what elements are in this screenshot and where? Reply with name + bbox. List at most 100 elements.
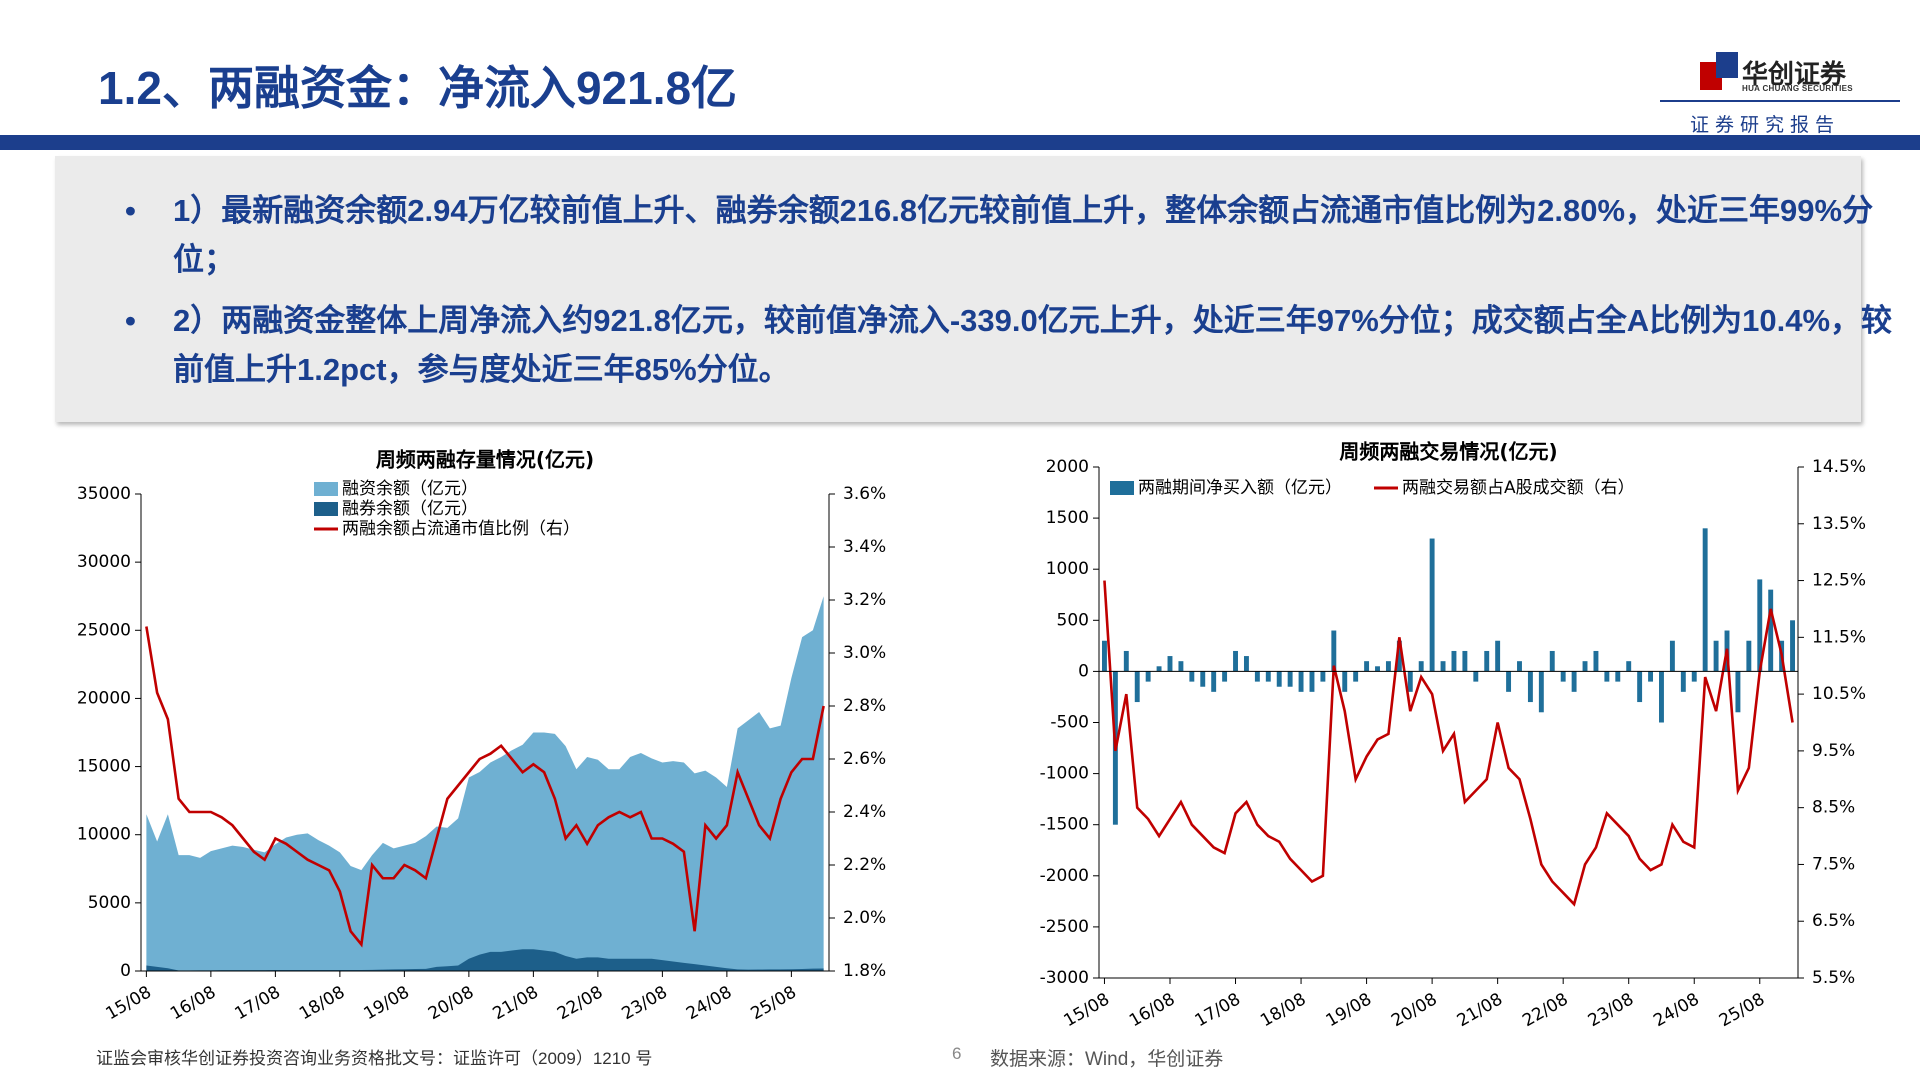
bar: [1680, 671, 1686, 692]
chart-title: 周频两融存量情况(亿元): [376, 448, 594, 472]
bar: [1713, 640, 1719, 672]
x-tick-label: 16/08: [167, 982, 219, 1024]
bar: [1123, 650, 1129, 672]
header-band: [0, 135, 1920, 150]
legend-label: 融券余额（亿元）: [342, 499, 478, 519]
x-tick-label: 19/08: [1323, 989, 1375, 1031]
y2-tick-label: 14.5%: [1812, 457, 1866, 477]
x-tick-label: 20/08: [1388, 989, 1440, 1031]
x-tick-label: 23/08: [1585, 989, 1637, 1031]
bar: [1331, 630, 1337, 672]
legend-label: 两融余额占流通市值比例（右）: [342, 519, 580, 539]
legend-label: 两融期间净买入额（亿元）: [1138, 478, 1342, 498]
bar: [1626, 661, 1632, 672]
x-tick-label: 15/08: [102, 982, 154, 1024]
bar: [1549, 650, 1555, 672]
bar: [1637, 671, 1643, 703]
y-tick-label: 25000: [77, 620, 131, 640]
x-tick-label: 19/08: [360, 982, 412, 1024]
bar: [1287, 671, 1293, 687]
bar: [1691, 671, 1697, 682]
legend-swatch: [1110, 481, 1134, 495]
bar: [1200, 671, 1206, 687]
y2-tick-label: 3.4%: [843, 537, 886, 557]
x-tick-label: 16/08: [1126, 989, 1178, 1031]
bar: [1353, 671, 1359, 682]
logo-name: 华创证券: [1742, 59, 1847, 89]
y-tick-label: -500: [1050, 713, 1089, 733]
y2-tick-label: 9.5%: [1812, 741, 1855, 761]
y-tick-label: 500: [1057, 610, 1089, 630]
legend-label: 两融交易额占A股成交额（右）: [1402, 478, 1635, 498]
bar: [1757, 579, 1763, 672]
bar: [1527, 671, 1533, 703]
bar: [1102, 640, 1107, 672]
chart-title: 周频两融交易情况(亿元): [1339, 440, 1557, 464]
bar: [1593, 650, 1599, 672]
line: [145, 626, 825, 948]
bar: [1669, 640, 1675, 672]
y-tick-label: 2000: [1046, 457, 1089, 477]
legend-label: 融资余额（亿元）: [342, 479, 478, 499]
y-tick-label: 1500: [1046, 508, 1089, 528]
x-tick-label: 15/08: [1061, 989, 1113, 1031]
bar: [1735, 671, 1741, 713]
y-tick-label: -1500: [1040, 815, 1089, 835]
bar: [1298, 671, 1304, 692]
bar: [1517, 661, 1522, 672]
y2-tick-label: 2.8%: [843, 696, 886, 716]
bar: [1648, 671, 1654, 682]
y2-tick-label: 3.0%: [843, 643, 886, 663]
x-tick-label: 21/08: [489, 982, 541, 1024]
y-tick-label: 5000: [88, 893, 131, 913]
bar: [1385, 661, 1391, 672]
y-tick-label: 20000: [77, 688, 131, 708]
bar: [1145, 671, 1151, 682]
bar: [1189, 671, 1195, 682]
y-tick-label: -3000: [1040, 968, 1089, 988]
area: [146, 596, 824, 971]
x-tick-label: 21/08: [1454, 989, 1506, 1031]
bar: [1396, 640, 1402, 672]
y2-tick-label: 5.5%: [1812, 968, 1855, 988]
bar: [1418, 661, 1424, 672]
y2-tick-label: 10.5%: [1812, 684, 1866, 704]
bar: [1375, 666, 1380, 672]
bar: [1604, 671, 1610, 682]
y2-tick-label: 8.5%: [1812, 798, 1855, 818]
bar: [1265, 671, 1271, 682]
y2-tick-label: 12.5%: [1812, 571, 1866, 591]
line: [1103, 580, 1794, 907]
bar: [1407, 671, 1413, 692]
bar: [1211, 671, 1217, 692]
x-tick-label: 17/08: [1192, 989, 1244, 1031]
bar: [1484, 650, 1490, 672]
bar: [1790, 620, 1795, 672]
legend-swatch: [314, 502, 338, 516]
bar: [1364, 661, 1370, 672]
y2-tick-label: 2.0%: [843, 908, 886, 928]
y-tick-label: 0: [120, 961, 131, 981]
y2-tick-label: 13.5%: [1812, 514, 1866, 534]
x-tick-label: 24/08: [1650, 989, 1702, 1031]
logo-en: HUA CHUANG SECURITIES: [1742, 84, 1853, 93]
y-tick-label: 1000: [1046, 559, 1089, 579]
x-tick-label: 23/08: [618, 982, 670, 1024]
y-tick-label: 35000: [77, 484, 131, 504]
bar: [1429, 538, 1435, 672]
x-tick-label: 24/08: [683, 982, 735, 1024]
bar: [1156, 666, 1162, 672]
bar: [1571, 671, 1577, 692]
chart: 周频两融交易情况(亿元) -3000 -2500 -2000 -1500 -1000 -50…: [1040, 440, 1866, 1032]
bar: [1659, 671, 1664, 723]
bar: [1495, 640, 1501, 672]
summary-box: 1）最新融资余额2.94万亿较前值上升、融券余额216.8亿元较前值上升，整体余…: [55, 156, 1892, 422]
y2-tick-label: 11.5%: [1812, 627, 1866, 647]
license-note: 证监会审核华创证券投资咨询业务资格批文号：证监许可（2009）1210 号: [96, 1049, 653, 1068]
x-tick-label: 25/08: [747, 982, 799, 1024]
x-tick-label: 20/08: [425, 982, 477, 1024]
bar: [1538, 671, 1544, 713]
y-tick-label: 15000: [77, 757, 131, 777]
x-tick-label: 25/08: [1716, 989, 1768, 1031]
